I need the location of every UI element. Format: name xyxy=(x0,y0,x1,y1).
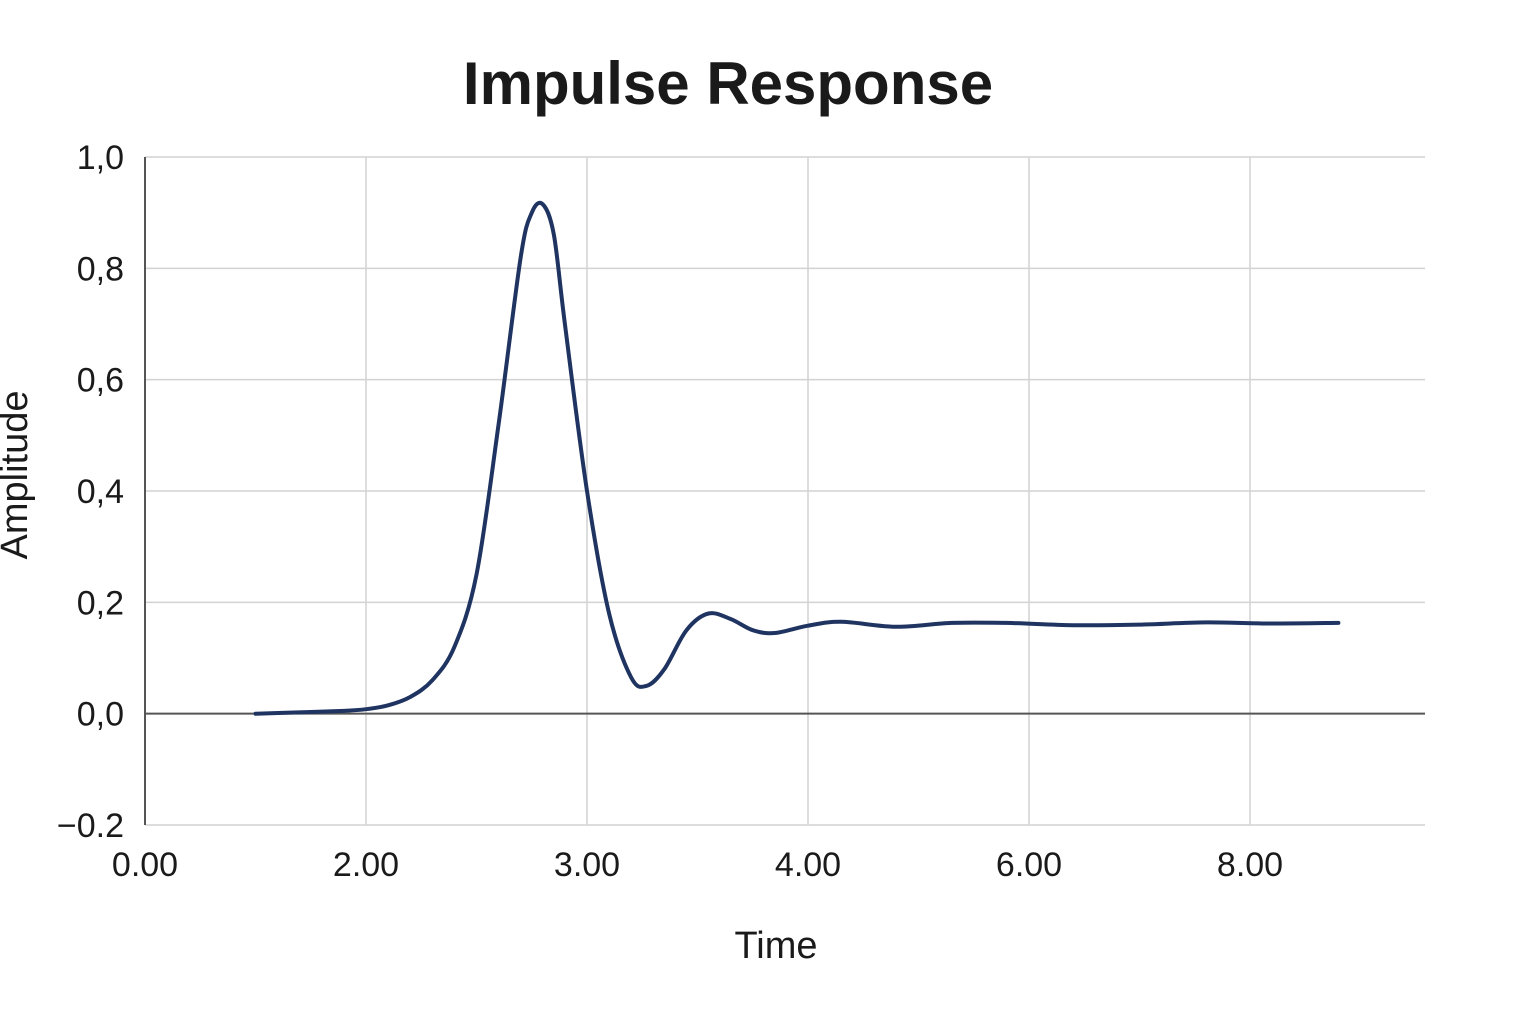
y-tick-label: 0,6 xyxy=(77,362,124,400)
plot-series xyxy=(253,200,1341,716)
x-tick-label: 4.00 xyxy=(775,846,841,884)
chart-title: Impulse Response xyxy=(463,50,993,117)
x-tick-label: 6.00 xyxy=(996,846,1062,884)
y-tick-label: 0,8 xyxy=(77,250,124,288)
y-tick-label: 0,2 xyxy=(77,584,124,622)
x-axis-label: Time xyxy=(734,925,817,967)
x-tick-label: 8.00 xyxy=(1217,846,1283,884)
y-tick-label: 0,0 xyxy=(77,696,124,734)
x-tick-labels: 0.00 2.00 3.00 4.00 6.00 8.00 xyxy=(112,846,1283,884)
y-axis-label: Amplitude xyxy=(0,391,36,560)
y-tick-label: 1,0 xyxy=(77,139,124,177)
grid xyxy=(144,156,1425,826)
series-line xyxy=(253,200,1341,716)
y-tick-label: −0.2 xyxy=(57,807,124,845)
x-tick-label: 0.00 xyxy=(112,846,178,884)
y-tick-label: 0,4 xyxy=(77,473,124,511)
y-tick-labels: 1,0 0,8 0,6 0,4 0,2 0,0 −0.2 xyxy=(57,139,124,845)
x-tick-label: 2.00 xyxy=(333,846,399,884)
x-tick-label: 3.00 xyxy=(554,846,620,884)
